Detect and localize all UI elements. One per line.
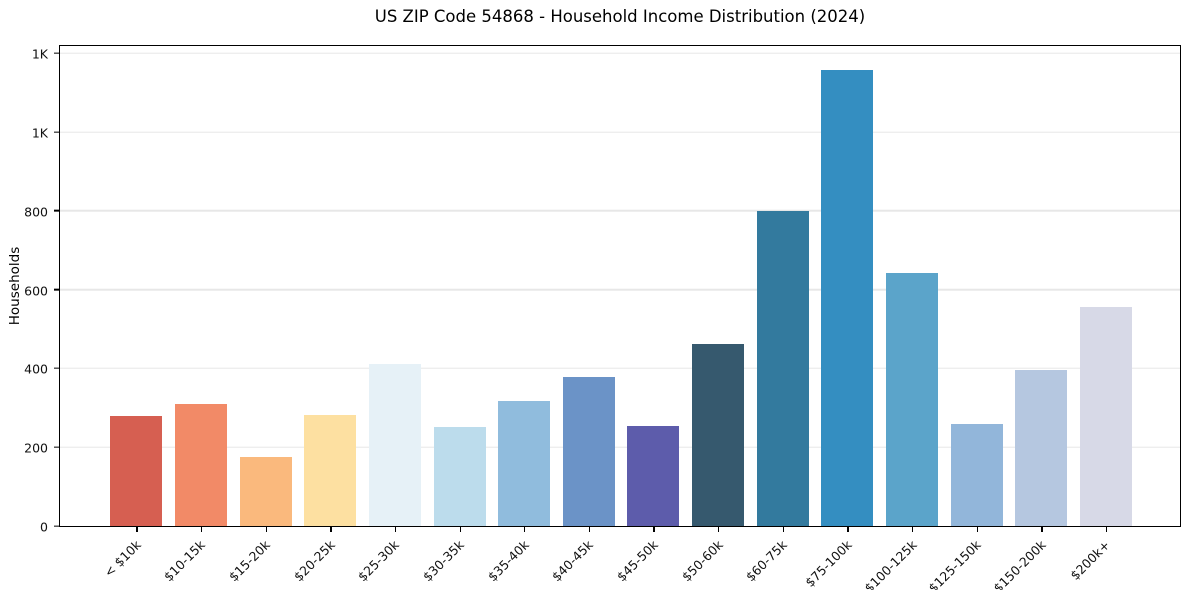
x-tick-label-text: $20-25k: [290, 537, 338, 585]
gridline-y-800: [60, 210, 1180, 212]
y-tick-label: 200: [24, 440, 48, 456]
x-tick-label-text: $150-200k: [990, 537, 1049, 590]
x-tick-mark: [782, 526, 785, 532]
chart-bar: [692, 343, 745, 526]
y-tick-mark: [53, 525, 60, 527]
gridline-y-400: [60, 367, 1180, 370]
chart-bar: [950, 424, 1003, 526]
x-tick-mark: [912, 526, 914, 532]
x-tick-mark: [459, 526, 461, 532]
x-tick-label-text: $100-125k: [861, 537, 920, 590]
x-tick-mark: [1106, 526, 1108, 532]
x-tick-mark: [330, 526, 332, 532]
chart-title: US ZIP Code 54868 - Household Income Dis…: [374, 7, 866, 26]
x-tick-mark: [847, 526, 849, 532]
x-tick-mark: [265, 526, 267, 532]
y-tick-mark: [53, 367, 60, 370]
x-tick-label-text: $40-45k: [549, 537, 597, 585]
y-tick-mark: [53, 446, 60, 448]
chart-bar: [1015, 370, 1068, 526]
x-tick-mark: [394, 526, 397, 532]
chart-bar: [756, 210, 809, 526]
x-tick-label-text: $60-75k: [743, 537, 791, 585]
gridline-y-1200: [60, 52, 1180, 54]
x-tick-label-text: $50-60k: [678, 537, 726, 585]
y-tick-mark: [53, 288, 60, 291]
x-tick-label-text: < $10k: [100, 537, 144, 581]
y-tick-label: 400: [24, 361, 48, 377]
y-tick-mark: [53, 210, 60, 212]
chart-bar: [433, 427, 486, 526]
chart-bar: [886, 273, 939, 526]
y-tick-label: 0: [40, 519, 48, 535]
x-tick-label-text: $30-35k: [419, 537, 467, 585]
chart-bar: [174, 404, 227, 526]
y-tick-label: 800: [24, 204, 48, 220]
x-tick-label-text: $35-40k: [484, 537, 532, 585]
chart-bar: [1080, 306, 1132, 526]
x-tick-label-text: $45-50k: [613, 537, 661, 585]
x-tick-label-text: $15-20k: [225, 537, 273, 585]
x-tick-mark: [136, 526, 138, 532]
x-tick-mark: [653, 526, 655, 532]
chart-bar: [498, 400, 551, 526]
chart-bar: [821, 69, 874, 526]
x-tick-mark: [200, 526, 203, 532]
chart-bar: [627, 426, 680, 526]
x-tick-mark: [588, 526, 591, 532]
gridline-y-600: [60, 288, 1180, 291]
x-tick-mark: [1041, 526, 1043, 532]
x-tick-mark: [524, 526, 526, 532]
x-tick-label-text: $25-30k: [355, 537, 403, 585]
x-tick-label-text: $200k+: [1067, 537, 1114, 583]
y-tick-mark: [53, 131, 60, 133]
chart-bar: [368, 364, 421, 526]
y-tick-label: 600: [24, 283, 48, 299]
chart-bar: [110, 416, 163, 526]
x-tick-label-text: $10-15k: [161, 537, 209, 585]
x-tick-mark: [718, 526, 720, 532]
chart-bar: [239, 457, 292, 526]
chart-bar: [304, 415, 357, 526]
y-tick-label: 1K: [31, 46, 48, 62]
y-tick-label: 1K: [31, 125, 48, 141]
plot-area: 0 200 400 600 800 1K 1K < $10k $10-15k $15-20k $20…: [24, 45, 1181, 590]
gridline-y-1000: [60, 131, 1180, 133]
gridline-y-200: [60, 446, 1180, 448]
x-tick-label-text: $125-150k: [925, 537, 985, 590]
x-tick-label-text: $75-100k: [802, 537, 855, 590]
chart-bar: [562, 376, 615, 526]
y-tick-mark: [53, 52, 60, 54]
x-tick-mark: [976, 526, 978, 532]
